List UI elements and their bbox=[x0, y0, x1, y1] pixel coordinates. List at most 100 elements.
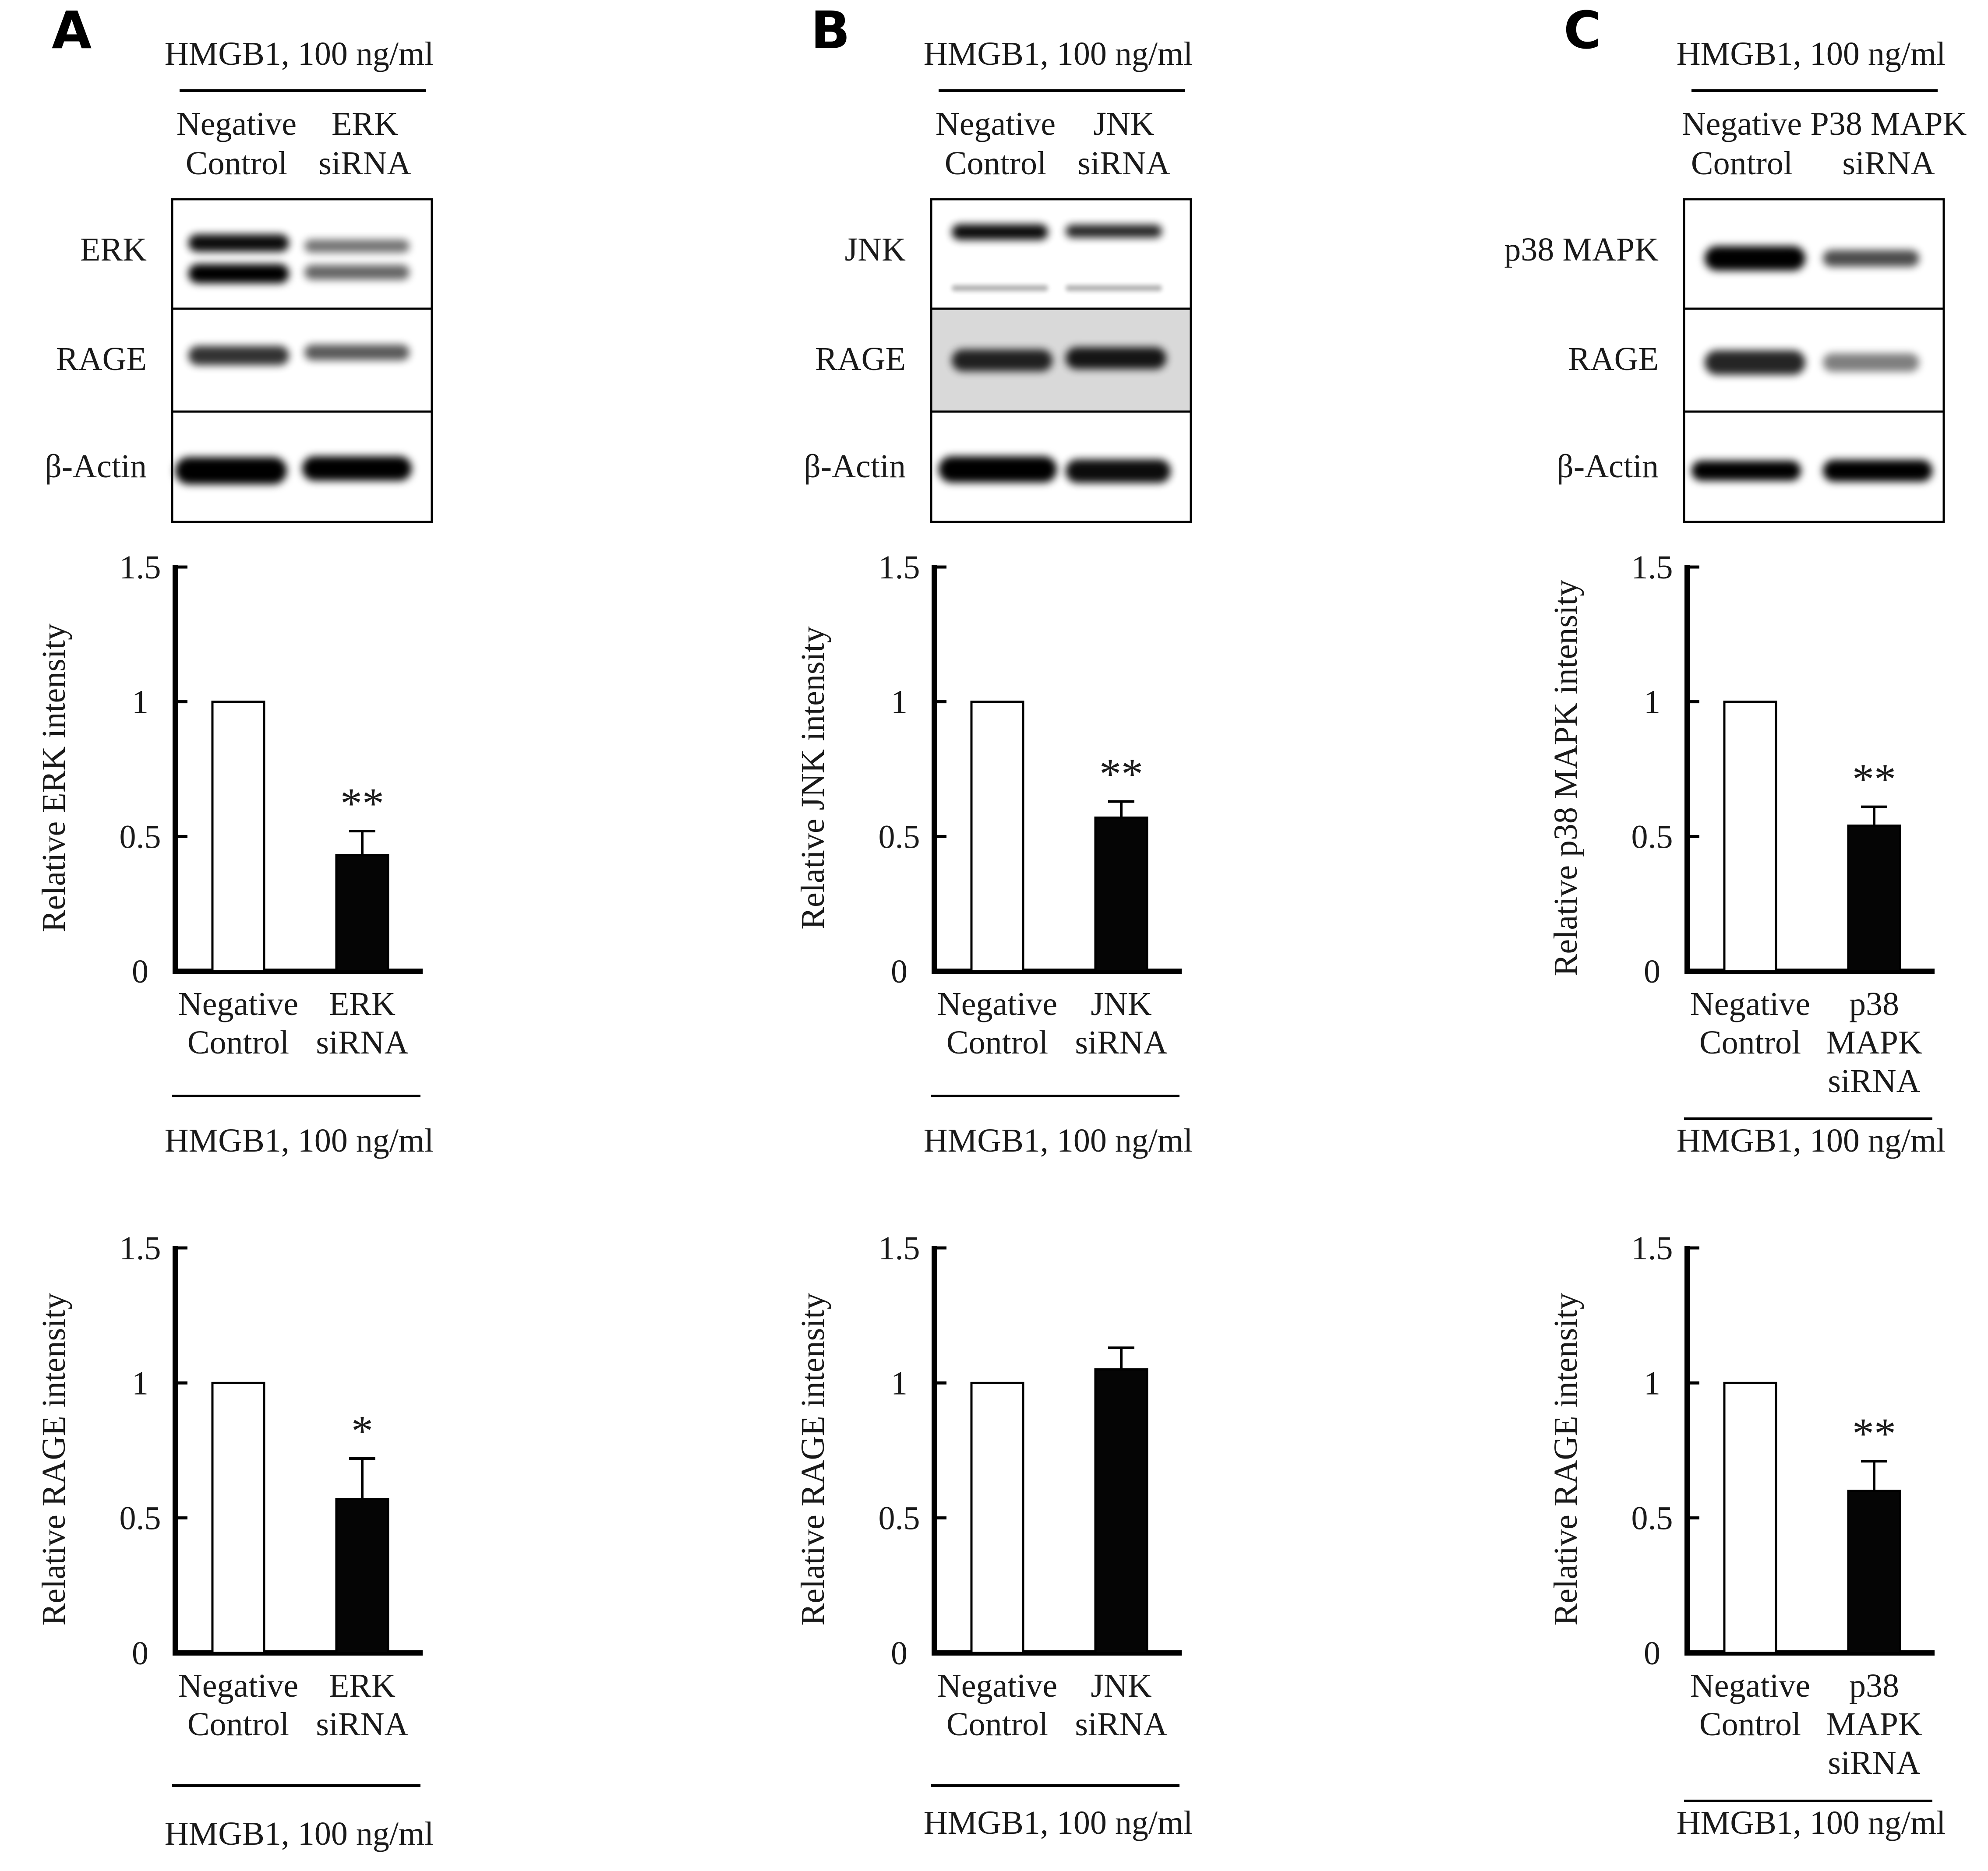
bar bbox=[1723, 701, 1777, 972]
lane-label: Control bbox=[186, 145, 287, 182]
y-tick-label: 0 bbox=[891, 1635, 907, 1672]
x-category-label: Negative bbox=[1690, 986, 1810, 1022]
y-tick-label: 1.5 bbox=[879, 1230, 920, 1267]
x-category-label: MAPK bbox=[1826, 1024, 1922, 1061]
blot-frame bbox=[930, 198, 1192, 523]
blot-row-label: RAGE bbox=[815, 341, 906, 377]
x-category-label: siRNA bbox=[316, 1024, 408, 1061]
blot-row-label: β-Actin bbox=[45, 448, 147, 485]
y-tick-label: 0 bbox=[132, 953, 148, 990]
bar bbox=[211, 701, 265, 972]
blot-band bbox=[188, 346, 289, 365]
y-tick-label: 1.5 bbox=[879, 549, 920, 586]
blot-row-label: JNK bbox=[845, 231, 906, 268]
significance-mark: ** bbox=[340, 779, 384, 828]
x-category-label: ERK bbox=[329, 1667, 395, 1704]
x-category-label: p38 bbox=[1849, 1667, 1899, 1704]
bar bbox=[970, 1381, 1024, 1654]
blot-band bbox=[952, 224, 1048, 240]
panel-b: B HMGB1, 100 ng/mlNegativeControlJNKsiRNA… bbox=[794, 0, 1193, 1841]
x-category-label: JNK bbox=[1091, 986, 1151, 1022]
significance-mark: ** bbox=[1852, 755, 1896, 803]
significance-mark: * bbox=[351, 1406, 373, 1455]
bar-chart: 0 0.5 1 1.5 Relative p38 MAPK intensity ** Neg… bbox=[1547, 549, 1946, 1159]
x-category-label: siRNA bbox=[1828, 1744, 1920, 1781]
bar bbox=[970, 701, 1024, 972]
y-axis-label: Relative JNK intensity bbox=[794, 626, 831, 929]
blot-frame bbox=[1683, 198, 1945, 523]
lane-label: JNK bbox=[1093, 106, 1154, 142]
x-category-label: siRNA bbox=[1075, 1706, 1167, 1743]
y-tick-label: 1 bbox=[132, 684, 148, 721]
x-category-label: p38 bbox=[1849, 986, 1899, 1022]
lane-label: siRNA bbox=[1077, 145, 1170, 182]
lane-label: Control bbox=[945, 145, 1046, 182]
blot-band bbox=[188, 264, 289, 283]
treatment-label: HMGB1, 100 ng/ml bbox=[165, 1122, 434, 1159]
y-tick-label: 0.5 bbox=[120, 818, 161, 855]
blot-band bbox=[939, 456, 1057, 483]
y-tick-label: 1 bbox=[891, 684, 907, 721]
bar bbox=[1094, 816, 1148, 972]
x-category-label: MAPK bbox=[1826, 1706, 1922, 1743]
y-tick-label: 1 bbox=[1644, 684, 1660, 721]
y-axis-label: Relative ERK intensity bbox=[35, 624, 72, 932]
lane-label: P38 MAPK bbox=[1811, 106, 1967, 142]
bar-chart: 0 0.5 1 1.5 Relative ERK intensity ** Negative… bbox=[35, 549, 434, 1159]
x-category-label: Control bbox=[187, 1024, 289, 1061]
bar bbox=[1847, 1490, 1901, 1654]
blot-band bbox=[952, 285, 1048, 291]
lane-label: siRNA bbox=[318, 145, 411, 182]
panel-letter: A bbox=[52, 0, 92, 60]
treatment-label: HMGB1, 100 ng/ml bbox=[924, 35, 1193, 72]
blot-row-label: RAGE bbox=[56, 341, 147, 377]
x-category-label: Control bbox=[946, 1024, 1048, 1061]
blot-band bbox=[1066, 225, 1162, 238]
y-tick-label: 0 bbox=[1644, 1635, 1660, 1672]
x-category-label: Negative bbox=[178, 986, 298, 1022]
x-category-label: Control bbox=[1699, 1706, 1801, 1743]
blot-band bbox=[302, 456, 412, 481]
blot-band bbox=[1066, 459, 1171, 483]
bar-chart: 0 0.5 1 1.5 Relative RAGE intensity ** Negativ… bbox=[1547, 1230, 1946, 1841]
y-tick-label: 1 bbox=[891, 1365, 907, 1402]
blot-band bbox=[304, 240, 410, 253]
blot-row-label: p38 MAPK bbox=[1504, 231, 1659, 268]
blot-band bbox=[188, 234, 289, 252]
x-category-label: siRNA bbox=[316, 1706, 408, 1743]
blot-band bbox=[1705, 350, 1805, 375]
x-category-label: Negative bbox=[178, 1667, 298, 1704]
treatment-label: HMGB1, 100 ng/ml bbox=[165, 35, 434, 72]
y-tick-label: 1 bbox=[1644, 1365, 1660, 1402]
x-category-label: Control bbox=[187, 1706, 289, 1743]
bar bbox=[1723, 1381, 1777, 1654]
treatment-label: HMGB1, 100 ng/ml bbox=[1677, 1122, 1946, 1159]
y-tick-label: 1 bbox=[132, 1365, 148, 1402]
x-category-label: Negative bbox=[937, 986, 1057, 1022]
blot-band bbox=[1823, 460, 1932, 482]
blot-frame bbox=[171, 198, 433, 523]
treatment-label: HMGB1, 100 ng/ml bbox=[165, 1815, 434, 1852]
y-axis-label: Relative p38 MAPK intensity bbox=[1547, 580, 1584, 976]
y-axis-label: Relative RAGE intensity bbox=[794, 1293, 831, 1626]
y-tick-label: 1.5 bbox=[120, 1230, 161, 1267]
y-axis-label: Relative RAGE intensity bbox=[35, 1293, 72, 1626]
y-tick-label: 0 bbox=[891, 953, 907, 990]
blot-band bbox=[175, 457, 287, 484]
panel-a: A HMGB1, 100 ng/mlNegativeControlERKsiRNA… bbox=[35, 0, 434, 1852]
blot-row-label: β-Actin bbox=[1557, 448, 1659, 485]
y-axis-label: Relative RAGE intensity bbox=[1547, 1293, 1584, 1626]
bar bbox=[335, 1498, 389, 1654]
x-category-label: Control bbox=[1699, 1024, 1801, 1061]
y-tick-label: 1.5 bbox=[1631, 549, 1673, 586]
significance-mark: ** bbox=[1099, 749, 1143, 798]
treatment-label: HMGB1, 100 ng/ml bbox=[924, 1804, 1193, 1841]
bar bbox=[211, 1381, 265, 1654]
treatment-label: HMGB1, 100 ng/ml bbox=[1677, 35, 1946, 72]
x-category-label: Control bbox=[946, 1706, 1048, 1743]
significance-mark: ** bbox=[1852, 1409, 1896, 1458]
bar-chart: 0 0.5 1 1.5 Relative JNK intensity ** Negative… bbox=[794, 549, 1193, 1159]
y-tick-label: 0.5 bbox=[120, 1500, 161, 1537]
